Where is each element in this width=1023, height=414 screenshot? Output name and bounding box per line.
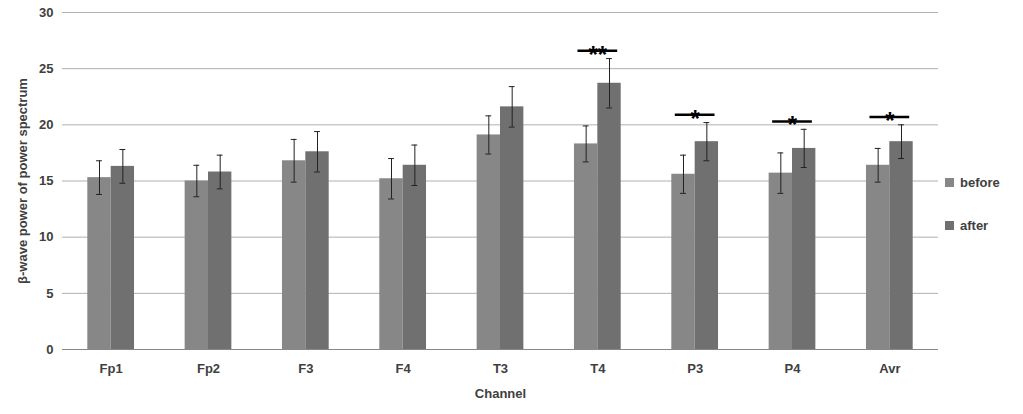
- svg-text:P3: P3: [687, 361, 703, 376]
- svg-text:*: *: [885, 107, 895, 134]
- svg-text:0: 0: [46, 342, 53, 357]
- svg-text:*: *: [690, 105, 700, 132]
- svg-text:T4: T4: [590, 361, 606, 376]
- svg-text:5: 5: [46, 285, 53, 300]
- svg-text:F4: F4: [396, 361, 412, 376]
- svg-text:*: *: [788, 111, 798, 138]
- svg-text:Channel: Channel: [475, 386, 526, 401]
- html-text:after: after: [960, 218, 989, 233]
- svg-text:25: 25: [39, 61, 53, 76]
- svg-text:30: 30: [39, 5, 53, 20]
- svg-text:P4: P4: [785, 361, 802, 376]
- svg-text:Fp2: Fp2: [197, 361, 220, 376]
- svg-text:10: 10: [39, 229, 53, 244]
- svg-text:Avr: Avr: [879, 361, 900, 376]
- html-text:before: before: [960, 175, 1000, 190]
- svg-text:Fp1: Fp1: [100, 361, 123, 376]
- svg-text:β-wave power of power spectrum: β-wave power of power spectrum: [15, 78, 30, 284]
- svg-text:**: **: [588, 41, 607, 68]
- svg-text:15: 15: [39, 173, 53, 188]
- svg-text:20: 20: [39, 117, 53, 132]
- svg-text:T3: T3: [493, 361, 508, 376]
- svg-text:F3: F3: [298, 361, 313, 376]
